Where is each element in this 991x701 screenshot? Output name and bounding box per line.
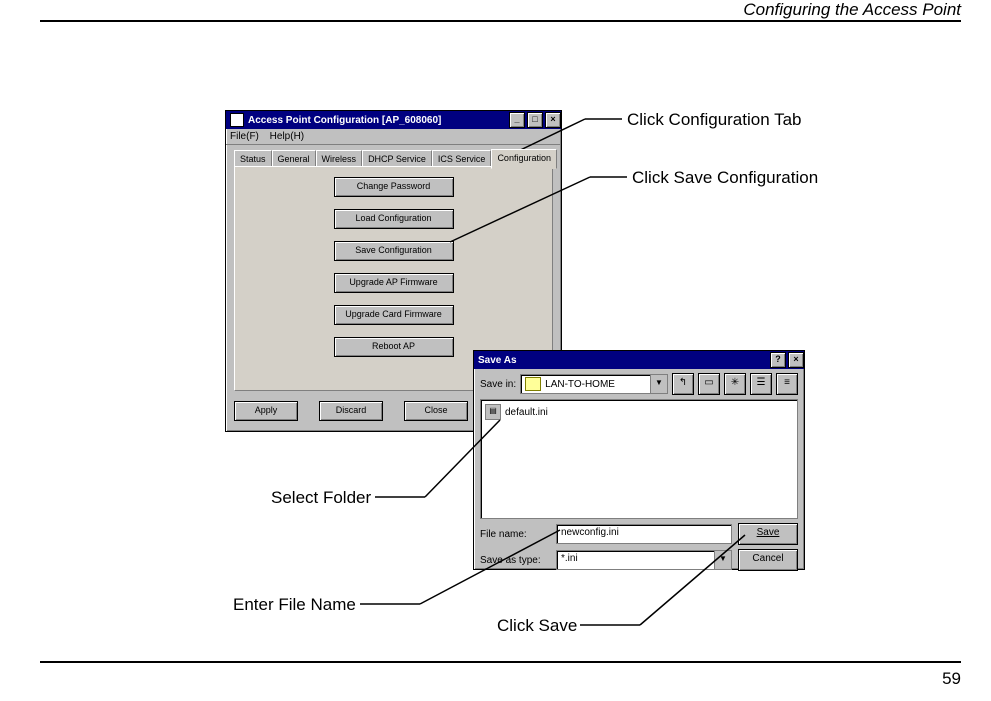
header-rule: [40, 20, 961, 22]
callout-click-save: Click Save: [497, 616, 577, 636]
ap-config-title: Access Point Configuration [AP_608060]: [248, 115, 441, 126]
save-button[interactable]: Save: [738, 523, 798, 545]
save-as-dialog: Save As ? × Save in: LAN-TO-HOME ▼ ↰ ▭ ✳…: [473, 350, 805, 570]
save-configuration-button[interactable]: Save Configuration: [334, 241, 454, 261]
folder-icon: [525, 377, 541, 391]
callout-select-folder: Select Folder: [271, 488, 371, 508]
maximize-button[interactable]: □: [527, 112, 543, 128]
upgrade-card-firmware-button[interactable]: Upgrade Card Firmware: [334, 305, 454, 325]
save-as-type-dropdown[interactable]: *.ini ▼: [556, 550, 732, 570]
discard-button[interactable]: Discard: [319, 401, 383, 421]
reboot-ap-button[interactable]: Reboot AP: [334, 337, 454, 357]
details-view-button[interactable]: ≡: [776, 373, 798, 395]
desktop-button[interactable]: ▭: [698, 373, 720, 395]
upgrade-ap-firmware-button[interactable]: Upgrade AP Firmware: [334, 273, 454, 293]
save-in-dropdown[interactable]: LAN-TO-HOME ▼: [520, 374, 668, 394]
change-password-button[interactable]: Change Password: [334, 177, 454, 197]
save-as-type-value: *.ini: [561, 553, 578, 564]
save-in-row: Save in: LAN-TO-HOME ▼ ↰ ▭ ✳ ☰ ≡: [474, 369, 804, 399]
menu-file[interactable]: File(F): [230, 131, 259, 142]
cancel-button[interactable]: Cancel: [738, 549, 798, 571]
filename-input[interactable]: newconfig.ini: [556, 524, 732, 544]
save-as-bottom-grid: File name: newconfig.ini Save Save as ty…: [474, 519, 804, 575]
chevron-down-icon: ▼: [714, 551, 731, 569]
minimize-button[interactable]: _: [509, 112, 525, 128]
menu-help[interactable]: Help(H): [270, 131, 304, 142]
file-listing[interactable]: ▤ default.ini: [480, 399, 798, 519]
filename-label: File name:: [480, 529, 550, 540]
page-header-title: Configuring the Access Point: [743, 0, 961, 20]
up-one-level-button[interactable]: ↰: [672, 373, 694, 395]
manual-page: Configuring the Access Point 59 Access P…: [0, 0, 991, 701]
save-as-title: Save As: [478, 355, 517, 366]
help-button[interactable]: ?: [770, 352, 786, 368]
new-folder-button[interactable]: ✳: [724, 373, 746, 395]
ap-config-titlebar: Access Point Configuration [AP_608060] _…: [226, 111, 561, 129]
list-item[interactable]: ▤ default.ini: [485, 404, 793, 420]
apply-button[interactable]: Apply: [234, 401, 298, 421]
save-as-close-button[interactable]: ×: [788, 352, 804, 368]
page-number: 59: [942, 669, 961, 689]
file-icon: ▤: [485, 404, 501, 420]
config-button-stack: Change Password Load Configuration Save …: [334, 177, 454, 357]
load-configuration-button[interactable]: Load Configuration: [334, 209, 454, 229]
save-in-label: Save in:: [480, 379, 516, 390]
callout-config-tab: Click Configuration Tab: [627, 110, 802, 130]
menu-bar: File(F) Help(H): [226, 129, 561, 145]
save-as-type-label: Save as type:: [480, 555, 550, 566]
list-view-button[interactable]: ☰: [750, 373, 772, 395]
file-item-name: default.ini: [505, 407, 548, 418]
save-as-titlebar: Save As ? ×: [474, 351, 804, 369]
footer-rule: [40, 661, 961, 663]
callout-enter-filename: Enter File Name: [233, 595, 356, 615]
close-button[interactable]: ×: [545, 112, 561, 128]
callout-save-config: Click Save Configuration: [632, 168, 818, 188]
tab-configuration[interactable]: Configuration: [491, 149, 557, 169]
chevron-down-icon: ▼: [650, 375, 667, 393]
save-in-folder-name: LAN-TO-HOME: [545, 379, 615, 390]
close-dialog-button[interactable]: Close: [404, 401, 468, 421]
app-icon: [230, 113, 244, 127]
